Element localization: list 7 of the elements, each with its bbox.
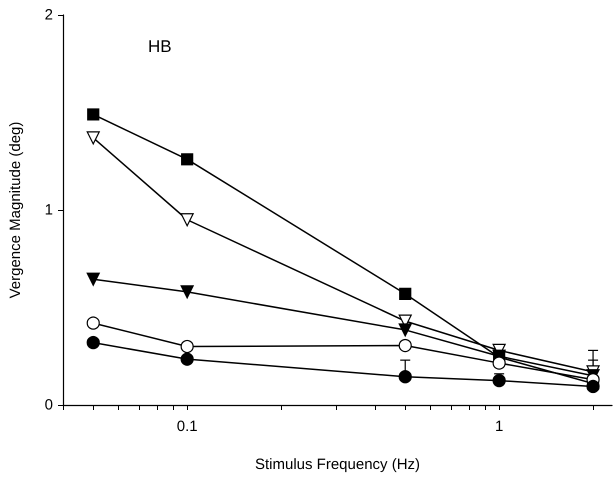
x-axis-title: Stimulus Frequency (Hz) xyxy=(254,456,420,473)
y-tick-label: 2 xyxy=(44,6,53,24)
y-tick-label: 1 xyxy=(44,202,53,218)
annotation: HB xyxy=(148,37,172,56)
x-tick-label: 0.1 xyxy=(176,418,198,435)
y-axis-title: Vergence Magnitude (deg) xyxy=(7,122,24,298)
y-tick-label: 0 xyxy=(44,396,53,414)
